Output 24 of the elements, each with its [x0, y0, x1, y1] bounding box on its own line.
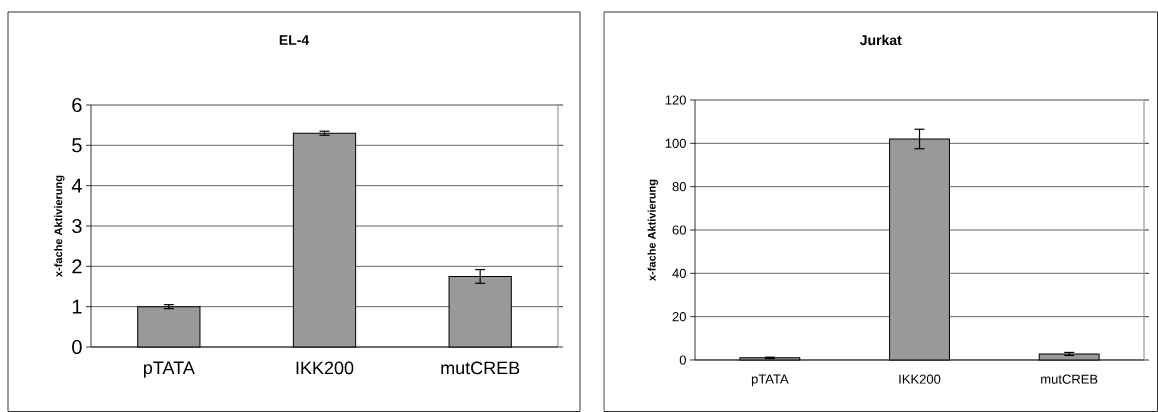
y-tick-label: 1 — [72, 299, 82, 314]
y-tick-label: 0 — [679, 355, 686, 365]
y-axis-title: x-fache Aktivierung — [647, 179, 658, 281]
y-axis-title: x-fache Aktivierung — [54, 175, 65, 277]
y-tick-label: 0 — [72, 339, 82, 355]
y-tick-label: 60 — [672, 225, 686, 235]
x-tick-label: IKK200 — [899, 374, 941, 384]
chart-title: EL-4 — [279, 35, 310, 45]
y-tick-label: 3 — [72, 218, 82, 234]
y-tick-label: 120 — [665, 95, 686, 105]
x-tick-label: mutCREB — [441, 361, 520, 375]
y-tick-label: 80 — [672, 182, 686, 192]
y-tick-label: 6 — [72, 97, 82, 113]
y-tick-label: 100 — [665, 138, 686, 148]
y-tick-label: 5 — [72, 138, 82, 153]
x-tick-label: mutCREB — [1041, 374, 1098, 384]
y-tick-label: 2 — [72, 259, 82, 274]
y-tick-label: 20 — [672, 312, 686, 322]
x-tick-label: pTATA — [751, 374, 789, 387]
y-tick-label: 40 — [672, 268, 686, 278]
y-tick-label: 4 — [71, 178, 82, 193]
x-tick-label: IKK200 — [296, 361, 354, 375]
chart-title: Jurkat — [859, 34, 902, 46]
x-tick-label: pTATA — [143, 361, 195, 378]
